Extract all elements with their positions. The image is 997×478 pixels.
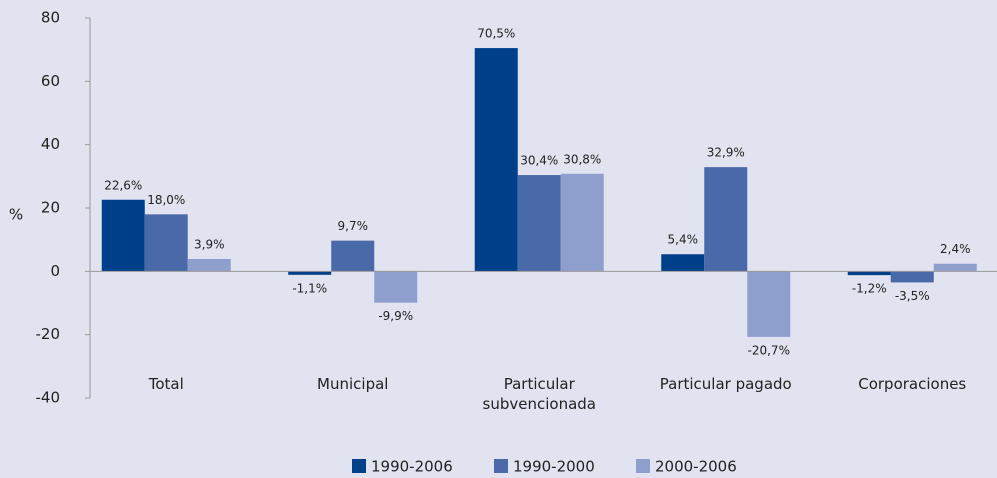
- legend-swatch: [636, 459, 650, 473]
- value-label: 32,9%: [707, 146, 745, 160]
- bar: [144, 214, 188, 272]
- value-label: 22,6%: [104, 178, 142, 192]
- y-axis-label: %: [9, 206, 23, 224]
- bar: [747, 271, 791, 337]
- x-tick-label: Particular pagado: [659, 375, 792, 393]
- value-label: 3,9%: [194, 237, 225, 251]
- x-tick-label: Particular subvencionada: [482, 375, 596, 413]
- value-label: -9,9%: [378, 309, 413, 323]
- bar: [331, 240, 375, 272]
- bar: [704, 167, 748, 272]
- legend-swatch: [352, 459, 366, 473]
- value-label: -20,7%: [748, 343, 790, 357]
- y-tick-label: 0: [50, 262, 60, 280]
- legend-label: 2000-2006: [655, 458, 737, 476]
- value-label: -3,5%: [895, 289, 930, 303]
- x-tick-label: Corporaciones: [858, 375, 967, 393]
- y-tick-label: 80: [41, 9, 60, 27]
- bar: [560, 173, 604, 272]
- bar: [933, 263, 977, 272]
- x-tick-label: Total: [148, 375, 184, 393]
- value-label: 2,4%: [940, 242, 971, 256]
- legend-swatch: [494, 459, 508, 473]
- value-label: 70,5%: [477, 27, 515, 41]
- y-tick-label: -20: [36, 325, 61, 343]
- y-tick-label: 20: [41, 199, 60, 217]
- legend-label: 1990-2000: [513, 458, 595, 476]
- value-label: 5,4%: [668, 233, 699, 247]
- value-label: 9,7%: [338, 219, 369, 233]
- value-label: 30,8%: [563, 152, 601, 166]
- bar: [890, 271, 934, 283]
- bar: [101, 199, 145, 272]
- legend-label: 1990-2006: [371, 458, 453, 476]
- bar: [474, 48, 518, 272]
- x-tick-label: Municipal: [317, 375, 389, 393]
- bar: [847, 271, 891, 276]
- value-label: -1,1%: [292, 281, 327, 295]
- y-tick-label: 40: [41, 135, 60, 153]
- value-label: 30,4%: [520, 154, 558, 168]
- bar: [374, 271, 418, 303]
- bar: [661, 254, 705, 272]
- value-label: 18,0%: [147, 193, 185, 207]
- value-label: -1,2%: [852, 282, 887, 296]
- y-tick-label: -40: [36, 389, 61, 407]
- bar: [187, 258, 231, 272]
- bar: [288, 271, 332, 275]
- bar: [517, 175, 561, 272]
- y-tick-label: 60: [41, 72, 60, 90]
